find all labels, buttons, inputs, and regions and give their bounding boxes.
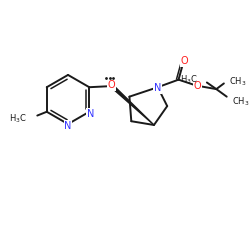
Text: N: N (154, 83, 162, 93)
Text: H$_3$C: H$_3$C (9, 113, 27, 126)
Text: O: O (194, 81, 201, 91)
Text: O: O (108, 80, 115, 90)
Text: O: O (180, 56, 188, 66)
Text: N: N (86, 109, 94, 119)
Text: N: N (64, 121, 72, 131)
Text: H$_3$C: H$_3$C (180, 73, 198, 86)
Text: CH$_3$: CH$_3$ (228, 75, 246, 88)
Polygon shape (113, 87, 154, 125)
Text: CH$_3$: CH$_3$ (232, 96, 250, 108)
